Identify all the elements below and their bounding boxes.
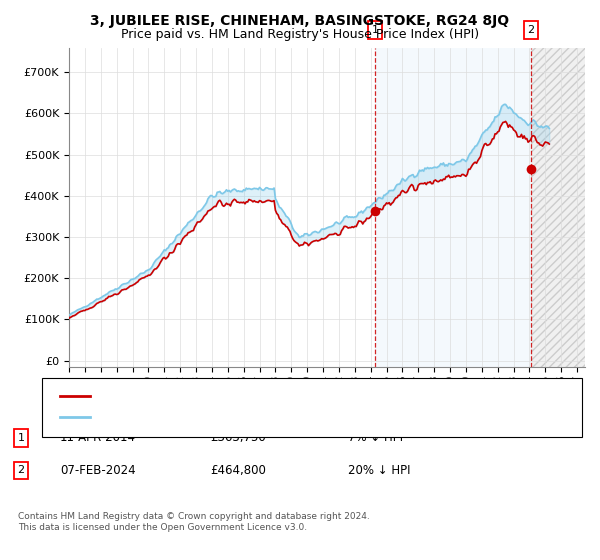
HPI: Average price, detached house, Basingstoke and Deane: (2e+03, 1.98e+05): Average price, detached house, Basingsto… [129,276,136,283]
HPI: Average price, detached house, Basingstoke and Deane: (2.02e+03, 6.22e+05): Average price, detached house, Basingsto… [500,101,508,108]
Text: 7% ↓ HPI: 7% ↓ HPI [348,431,403,445]
Text: Contains HM Land Registry data © Crown copyright and database right 2024.
This d: Contains HM Land Registry data © Crown c… [18,512,370,532]
HPI: Average price, detached house, Basingstoke and Deane: (2e+03, 1.15e+05): Average price, detached house, Basingsto… [68,310,75,317]
Bar [531,48,585,367]
3, JUBILEE RISE, CHINEHAM, BASINGSTOKE, RG24 8JQ (detached house) [68,313,75,320]
HPI: Average price, detached house, Basingstoke and Deane: (2e+03, 1.1e+05): Average price, detached house, Basingsto… [65,312,73,319]
Text: 2: 2 [17,465,25,475]
3, JUBILEE RISE, CHINEHAM, BASINGSTOKE, RG24 8JQ (detached house) [72,311,79,318]
Text: 11-APR-2014: 11-APR-2014 [60,431,136,445]
HPI: Average price, detached house, Basingstoke and Deane: (2.03e+03, 5.64e+05): Average price, detached house, Basingsto… [545,125,553,132]
3, JUBILEE RISE, CHINEHAM, BASINGSTOKE, RG24 8JQ (detached house) [84,306,91,313]
Line: 3, JUBILEE RISE, CHINEHAM, BASINGSTOKE, RG24 8JQ (detached house): 3, JUBILEE RISE, CHINEHAM, BASINGSTOKE, … [69,122,549,318]
Text: 3, JUBILEE RISE, CHINEHAM, BASINGSTOKE, RG24 8JQ (detached house): 3, JUBILEE RISE, CHINEHAM, BASINGSTOKE, … [96,391,470,401]
Text: 2: 2 [527,25,535,35]
Text: 07-FEB-2024: 07-FEB-2024 [60,464,136,477]
HPI: Average price, detached house, Basingstoke and Deane: (2e+03, 3.4e+05): Average price, detached house, Basingsto… [187,217,194,224]
3, JUBILEE RISE, CHINEHAM, BASINGSTOKE, RG24 8JQ (detached house) [187,228,194,235]
3, JUBILEE RISE, CHINEHAM, BASINGSTOKE, RG24 8JQ (detached house) [65,315,73,321]
3, JUBILEE RISE, CHINEHAM, BASINGSTOKE, RG24 8JQ (detached house) [502,118,509,125]
Text: £363,750: £363,750 [210,431,266,445]
Line: HPI: Average price, detached house, Basingstoke and Deane: HPI: Average price, detached house, Basi… [69,104,549,315]
3, JUBILEE RISE, CHINEHAM, BASINGSTOKE, RG24 8JQ (detached house) [403,189,410,196]
Text: HPI: Average price, detached house, Basingstoke and Deane: HPI: Average price, detached house, Basi… [96,412,412,422]
3, JUBILEE RISE, CHINEHAM, BASINGSTOKE, RG24 8JQ (detached house) [129,282,136,289]
HPI: Average price, detached house, Basingstoke and Deane: (2.02e+03, 4.39e+05): Average price, detached house, Basingsto… [403,176,410,183]
3, JUBILEE RISE, CHINEHAM, BASINGSTOKE, RG24 8JQ (detached house) [545,141,553,147]
HPI: Average price, detached house, Basingstoke and Deane: (2e+03, 1.33e+05): Average price, detached house, Basingsto… [84,302,91,309]
Text: 1: 1 [371,25,379,35]
Bar [375,48,531,367]
Text: Price paid vs. HM Land Registry's House Price Index (HPI): Price paid vs. HM Land Registry's House … [121,28,479,41]
Text: 1: 1 [17,433,25,443]
HPI: Average price, detached house, Basingstoke and Deane: (2e+03, 1.2e+05): Average price, detached house, Basingsto… [72,308,79,315]
Text: 20% ↓ HPI: 20% ↓ HPI [348,464,410,477]
Text: £464,800: £464,800 [210,464,266,477]
Text: 3, JUBILEE RISE, CHINEHAM, BASINGSTOKE, RG24 8JQ: 3, JUBILEE RISE, CHINEHAM, BASINGSTOKE, … [91,14,509,28]
